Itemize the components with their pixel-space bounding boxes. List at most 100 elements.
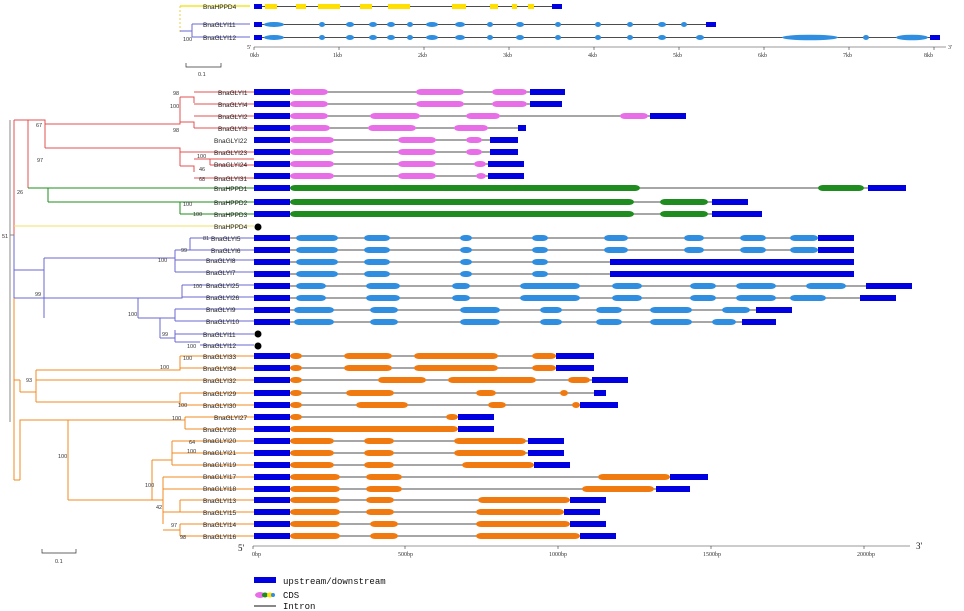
gene-label: BnaGLYI20: [203, 438, 237, 445]
top-structure-glyi12: [254, 34, 940, 41]
cds-exon: [684, 247, 704, 253]
utr-downstream: [458, 414, 494, 420]
cds-exon: [596, 319, 622, 325]
utr-upstream: [254, 486, 290, 492]
utr-downstream: [580, 533, 616, 539]
gene-label: BnaGLYI9: [206, 307, 236, 314]
cds-exon: [476, 173, 486, 179]
gene-structure-row: [254, 247, 854, 253]
cds-exon: [572, 402, 580, 408]
top-axis-tick-label: 8kb: [924, 53, 933, 59]
gene-labels: BnaGLYI1 BnaGLYI4 BnaGLYI2 BnaGLYI3 BnaG…: [203, 90, 248, 541]
cds-exon: [290, 137, 334, 143]
cds-exon: [466, 137, 482, 143]
gene-label: BnaGLYI3: [218, 126, 248, 133]
cds-exon: [366, 474, 402, 480]
cds-exon: [364, 462, 394, 468]
gene-label: BnaGLYI26: [206, 295, 240, 302]
cds-exon: [478, 497, 570, 503]
bootstrap-value: 81: [203, 236, 209, 242]
cds-exon: [366, 283, 400, 289]
cds-exon: [290, 113, 328, 119]
cds-exon: [370, 307, 398, 313]
cds-exon: [448, 377, 536, 383]
cds-exon: [290, 533, 340, 539]
cds-exon: [290, 390, 302, 396]
utr-downstream: [530, 101, 562, 107]
utr-upstream: [254, 247, 290, 253]
bootstrap-value: 100: [160, 365, 169, 371]
top-three-prime: 3': [948, 45, 952, 51]
top-axis-ticks: [253, 47, 935, 50]
cds-exon: [366, 497, 394, 503]
utr-downstream: [868, 185, 906, 191]
cds-exon: [650, 319, 692, 325]
gene-label: BnaGLYI31: [214, 176, 248, 183]
cds-exon: [290, 497, 340, 503]
cds-exon: [454, 450, 526, 456]
gene-label: BnaGLYI29: [203, 391, 237, 398]
utr-upstream: [254, 307, 290, 313]
utr-upstream: [254, 185, 290, 191]
bootstrap-value: 100: [187, 344, 196, 350]
utr-downstream: [818, 235, 854, 241]
cds-exon: [366, 509, 394, 515]
bootstrap-value: 100: [183, 202, 192, 208]
utr-upstream: [254, 283, 290, 289]
cds-exon: [466, 149, 482, 155]
cds-exon: [612, 295, 642, 301]
utr-downstream: [530, 89, 565, 95]
utr-downstream: [580, 402, 618, 408]
cds-exon: [532, 365, 556, 371]
cds-exon: [356, 402, 408, 408]
bootstrap-value: 64: [189, 440, 195, 446]
gene-structure-row: [254, 173, 524, 179]
bootstrap-value: 100: [193, 284, 202, 290]
main-axis-tick-label: 0bp: [252, 552, 261, 558]
cds-exon: [364, 247, 390, 253]
utr-downstream: [490, 137, 518, 143]
gene-structure-row: [254, 486, 690, 492]
top-bootstrap: 100: [183, 37, 192, 43]
utr-downstream: [670, 474, 708, 480]
cds-exon: [660, 199, 708, 205]
utr-downstream: [490, 149, 518, 155]
cds-exon: [346, 390, 394, 396]
marker-dot: [254, 223, 262, 231]
gene-structure-row: [254, 365, 594, 371]
utr-upstream: [254, 271, 290, 277]
cds-exon: [454, 125, 488, 131]
bootstrap-value: 26: [17, 190, 23, 196]
utr-downstream: [528, 438, 564, 444]
top-axis-tick-label: 6kb: [758, 53, 767, 59]
gene-label: BnaGLYI16: [203, 534, 237, 541]
cds-exon: [364, 259, 390, 265]
phylogenetic-tree: [9, 91, 254, 537]
cds-exon: [684, 235, 704, 241]
utr-downstream: [488, 173, 524, 179]
cds-exon: [604, 235, 628, 241]
cds-exon: [398, 173, 436, 179]
cds-exon: [712, 319, 736, 325]
gene-label: BnaGLYI8: [206, 258, 236, 265]
gene-label: BnaGLYI15: [203, 510, 237, 517]
utr-upstream: [254, 199, 290, 205]
bootstrap-value: 97: [37, 158, 43, 164]
bootstrap-value: 100: [183, 356, 192, 362]
gene-label: BnaHPPD4: [214, 224, 248, 231]
top-axis-tick-label: 5kb: [673, 53, 682, 59]
utr-upstream: [254, 89, 290, 95]
cds-exon: [344, 353, 392, 359]
utr-upstream: [254, 161, 290, 167]
gene-structure-row: [254, 211, 762, 217]
gene-structure-row: [254, 353, 594, 359]
gene-label: BnaHPPD3: [214, 212, 248, 219]
top-structure-glyi11: [254, 22, 716, 27]
cds-exon: [290, 173, 334, 179]
cds-exon: [650, 307, 692, 313]
utr-upstream: [254, 474, 290, 480]
bootstrap-values: 98 100 98 67 100 46 68 97 26 100 100 51 …: [2, 91, 209, 541]
gene-label: BnaGLYI19: [203, 462, 237, 469]
cds-exon: [818, 185, 864, 191]
cds-exon: [398, 137, 436, 143]
